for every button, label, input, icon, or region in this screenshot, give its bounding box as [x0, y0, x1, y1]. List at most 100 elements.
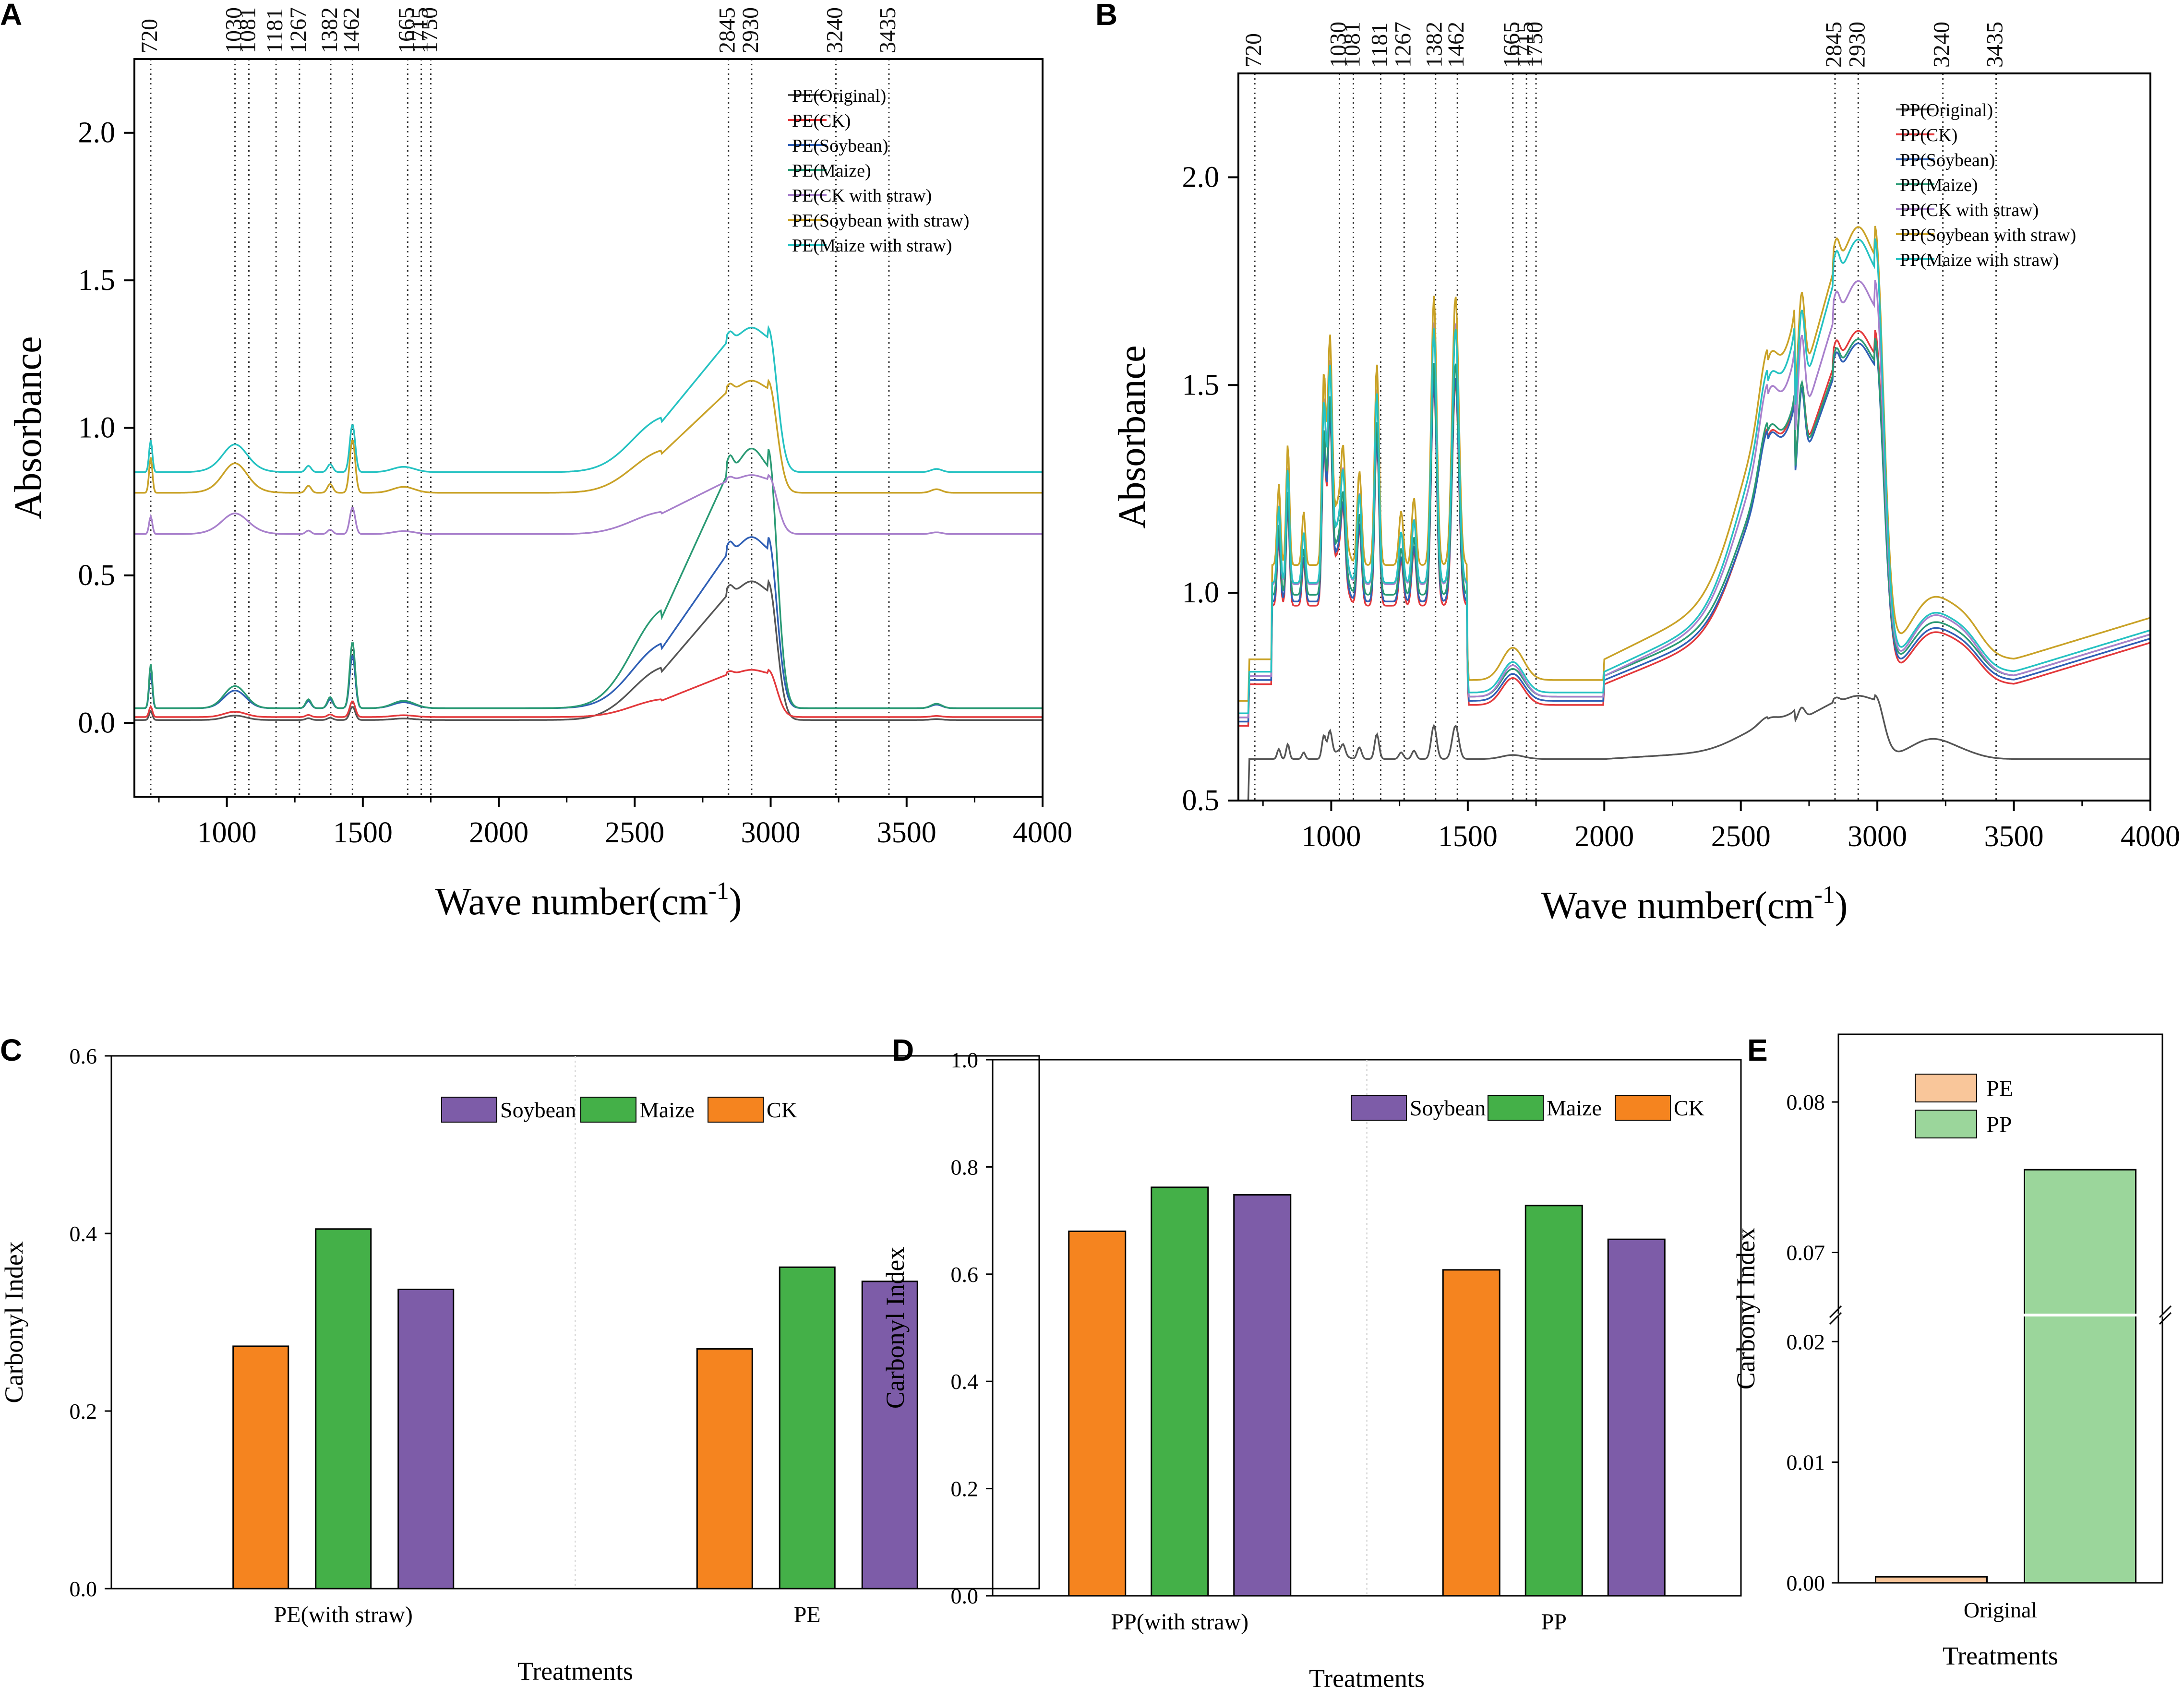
spectrum-line [134, 669, 1043, 718]
bar [861, 1280, 918, 1590]
legend-label: PE(Soybean) [792, 136, 888, 156]
spectrum-line [1238, 238, 2151, 714]
bar [315, 1228, 372, 1590]
legend-label: PP(Maize) [1900, 175, 1978, 195]
x-category-label: PE [794, 1602, 821, 1627]
x-tick-label: 3500 [1984, 820, 2044, 853]
x-tick-label: 1000 [197, 816, 257, 849]
legend-label: PE(Maize with straw) [792, 236, 952, 256]
x-tick-label: 3000 [1848, 820, 1907, 853]
x-tick-label: 2500 [605, 816, 664, 849]
ref-line-label: 1382 [317, 7, 342, 53]
legend-label: PE(Original) [792, 86, 886, 106]
legend-label: PP [1986, 1112, 2012, 1137]
legend-label: PE(Maize) [792, 161, 871, 181]
panel-letter: B [1095, 0, 1117, 32]
x-axis-label-text: Wave number(cm [435, 881, 708, 923]
legend-swatch [1915, 1074, 1977, 1102]
ref-line-label: 2930 [1844, 22, 1870, 68]
ref-line-label: 3435 [1982, 22, 2008, 68]
bar [1151, 1186, 1209, 1597]
x-tick-label: 2000 [1574, 820, 1634, 853]
bar [779, 1266, 836, 1590]
spectrum-line [1238, 342, 2151, 723]
x-tick-label: 1000 [1301, 820, 1361, 853]
y-tick-label: 0.6 [70, 1044, 97, 1068]
x-axis-label-sup: -1 [708, 877, 729, 905]
ref-line-label: 1750 [1522, 22, 1548, 68]
x-tick-label: 1500 [333, 816, 393, 849]
y-tick-label: 0.0 [70, 1577, 97, 1601]
y-tick-label: 2.0 [1182, 161, 1220, 193]
legend-label: PP(CK) [1900, 125, 1957, 145]
x-axis-label-close: ) [729, 881, 742, 923]
axis-break-mark [1829, 1312, 1842, 1325]
legend-swatch [1615, 1095, 1671, 1121]
y-tick-label: 0.01 [1787, 1450, 1825, 1475]
ref-line-label: 1267 [1390, 22, 1416, 68]
y-tick-label: 0.2 [70, 1399, 97, 1424]
y-tick-label: 0.0 [78, 706, 116, 739]
ref-line-label: 720 [137, 19, 162, 53]
legend-label: PP(Maize with straw) [1900, 250, 2059, 270]
y-tick-label: 0.0 [951, 1584, 979, 1608]
panel-e: 0.00 0.01 0.02 0.07 0.08 Original Treatments Ca… [1731, 1033, 2172, 1670]
y-axis-label: Absorbance [1111, 345, 1153, 528]
panel-d: PP(with straw) PP 0.0 0.2 0.4 0.6 0.8 1.0 Treatm… [881, 1048, 1742, 1687]
bar [2024, 1169, 2136, 1584]
x-axis-label-text: Wave number(cm [1541, 885, 1814, 927]
legend-label: PE(Soybean with straw) [792, 211, 969, 231]
legend-label: PP(Original) [1900, 100, 1993, 120]
axis-break-mark [2159, 1305, 2172, 1318]
y-tick-label: 1.0 [78, 412, 116, 444]
ref-line-label: 2845 [715, 7, 740, 53]
ref-line-label: 720 [1241, 33, 1266, 68]
spectrum-line [1238, 694, 2150, 802]
y-tick-label: 1.0 [951, 1048, 979, 1072]
spectrum-line [1238, 280, 2151, 718]
panel-letter: E [1747, 1033, 1768, 1067]
legend-label: PE(CK) [792, 111, 851, 131]
legend-swatch [1351, 1095, 1407, 1121]
spectrum-line [134, 578, 1043, 721]
x-axis-label: Wave number(cm-1) [435, 877, 742, 923]
spectrum-line [1238, 330, 2151, 727]
axis-break-mark [2159, 1312, 2172, 1325]
y-tick-label: 1.5 [78, 264, 116, 297]
y-axis-label: Carbonyl Index [1731, 1228, 1760, 1389]
ref-line-label: 2930 [738, 7, 763, 53]
legend-swatch [441, 1097, 497, 1123]
ref-line-label: 1081 [1339, 22, 1365, 68]
x-axis-label: Treatments [1943, 1641, 2058, 1670]
y-tick-label: 0.00 [1787, 1571, 1825, 1595]
x-category-label: Original [1964, 1598, 2037, 1622]
spectrum-line [134, 447, 1043, 709]
ref-line-label: 1181 [262, 8, 288, 53]
y-tick-label: 0.2 [951, 1477, 979, 1501]
ref-line-label: 3240 [822, 7, 847, 53]
legend-label: CK [1674, 1096, 1704, 1120]
y-axis-label: Absorbance [7, 336, 49, 519]
y-tick-label: 0.5 [1182, 784, 1220, 817]
ref-line-label: 1267 [286, 7, 311, 53]
panel-letter: D [892, 1033, 914, 1067]
bar [232, 1345, 289, 1590]
y-tick-label: 0.6 [951, 1262, 979, 1287]
legend-label: Soybean [500, 1098, 576, 1122]
y-tick-label: 0.4 [70, 1221, 97, 1246]
ref-line-label: 1665 [1499, 22, 1524, 68]
x-tick-label: 2500 [1711, 820, 1771, 853]
x-tick-label: 1500 [1438, 820, 1498, 853]
legend-label: Maize [639, 1098, 695, 1122]
bar [1233, 1194, 1292, 1597]
x-axis-label: Treatments [517, 1657, 633, 1686]
legend-swatch [1915, 1110, 1977, 1138]
spectrum-line [134, 378, 1043, 494]
x-category-label: PP [1541, 1609, 1567, 1635]
x-tick-label: 4000 [1013, 816, 1072, 849]
legend-swatch [708, 1097, 764, 1123]
bar [1442, 1269, 1500, 1597]
x-axis-label: Wave number(cm-1) [1541, 881, 1848, 927]
panel-letter: A [0, 0, 22, 32]
